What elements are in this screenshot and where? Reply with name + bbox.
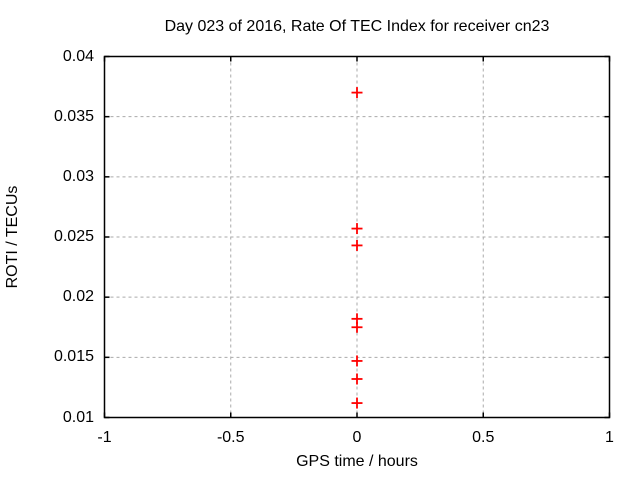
y-tick-label: 0.03 — [62, 167, 94, 185]
x-tick-label: 1 — [605, 429, 614, 446]
y-tick-label: 0.02 — [62, 288, 94, 306]
y-tick-label: 0.035 — [53, 107, 94, 125]
x-tick-label: 0.5 — [472, 429, 495, 446]
x-tick-label: -0.5 — [216, 429, 245, 446]
y-tick-label: 0.04 — [62, 47, 94, 65]
x-tick-label: -1 — [97, 429, 112, 446]
y-tick-label: 0.025 — [53, 228, 94, 245]
x-axis-label: GPS time / hours — [296, 453, 418, 470]
x-tick-label: 0 — [352, 429, 362, 446]
y-tick-label: 0.015 — [53, 348, 94, 366]
plot-border — [103, 55, 611, 419]
chart-title: Day 023 of 2016, Rate Of TEC Index for r… — [164, 18, 550, 35]
y-tick-label: 0.01 — [62, 408, 94, 426]
